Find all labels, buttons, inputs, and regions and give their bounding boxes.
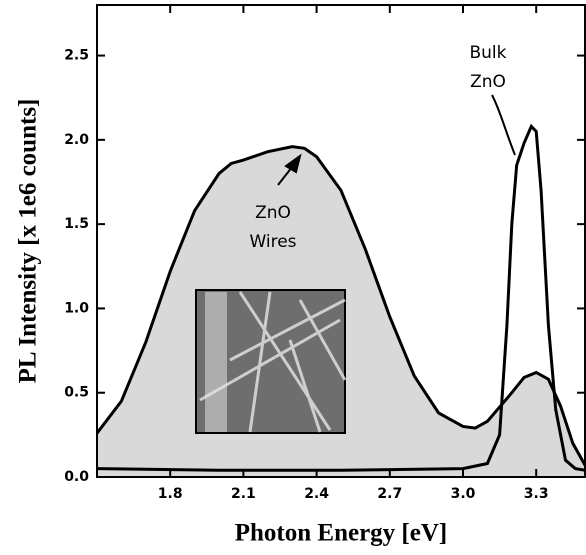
x-axis-label: Photon Energy [eV] [235, 520, 447, 547]
x-tick-label: 2.7 [377, 486, 402, 502]
annotation-line: Bulk [469, 43, 506, 63]
y-tick-label: 2.0 [64, 132, 89, 148]
inset-wire [205, 292, 227, 432]
x-tick-label: 1.8 [158, 486, 183, 502]
x-tick-label: 2.1 [231, 486, 256, 502]
annotation-line: ZnO [470, 72, 506, 92]
annotation-line: ZnO [255, 203, 291, 223]
line [96, 123, 586, 472]
inset-image [195, 289, 347, 434]
x-tick-label: 2.4 [304, 486, 329, 502]
line [95, 145, 586, 466]
annotation: ZnO Wires [249, 203, 296, 252]
inset-wires [199, 291, 347, 433]
y-tick-label: 0.0 [64, 469, 89, 485]
y-tick-label: 1.0 [64, 300, 89, 316]
y-tick-label: 2.5 [64, 48, 89, 64]
y-tick-label: 1.5 [64, 216, 89, 232]
arrow-bulk [491, 94, 516, 156]
y-axis-label: PL Intensity [x 1e6 counts] [15, 99, 42, 384]
annotation: Bulk ZnO [469, 43, 506, 92]
x-tick-label: 3.3 [524, 486, 549, 502]
annotation-line: Wires [249, 232, 296, 252]
x-tick-label: 3.0 [451, 486, 476, 502]
plot-frame [96, 4, 586, 478]
arrow-head [284, 153, 302, 174]
y-tick-label: 0.5 [64, 385, 89, 401]
arrows [277, 94, 516, 186]
